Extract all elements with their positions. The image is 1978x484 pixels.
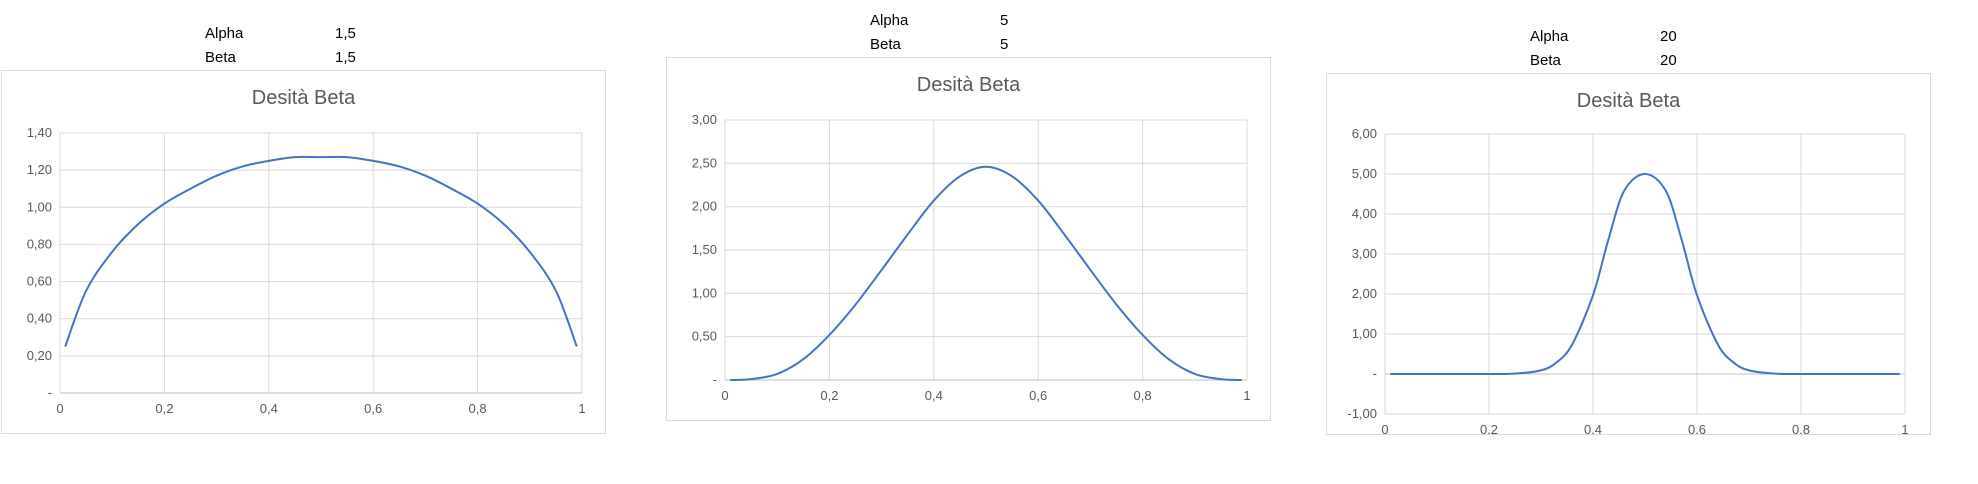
x-tick-label: 0,8 — [1134, 388, 1152, 403]
x-tick-label: 0,6 — [1688, 422, 1706, 434]
chart-3: Desità Beta-1,00-1,002,003,004,005,006,0… — [1347, 90, 1908, 434]
y-tick-label: 1,00 — [27, 199, 52, 214]
y-tick-label: 1,00 — [1352, 326, 1377, 341]
y-tick-label: 3,00 — [692, 112, 717, 127]
y-tick-label: 0,20 — [27, 348, 52, 363]
x-tick-label: 0 — [721, 388, 728, 403]
alpha-row: Alpha 20 — [1530, 25, 1730, 49]
y-tick-label: 0,50 — [692, 329, 717, 344]
y-tick-label: 1,40 — [27, 125, 52, 140]
x-tick-label: 0 — [1381, 422, 1388, 434]
x-tick-label: 0,2 — [820, 388, 838, 403]
beta-label: Beta — [870, 36, 901, 53]
y-tick-label: 0,60 — [27, 274, 52, 289]
alpha-value: 20 — [1660, 28, 1677, 45]
x-tick-label: 1 — [1901, 422, 1908, 434]
x-tick-label: 0,2 — [1480, 422, 1498, 434]
x-tick-label: 0,2 — [155, 401, 173, 416]
beta-value: 1,5 — [335, 49, 356, 66]
x-tick-label: 0,4 — [260, 401, 278, 416]
x-tick-label: 0,4 — [925, 388, 943, 403]
y-tick-label: - — [713, 372, 717, 387]
alpha-label: Alpha — [870, 12, 909, 29]
alpha-value: 1,5 — [335, 25, 356, 42]
params-table-3: Alpha 20 Beta 20 — [1530, 25, 1730, 73]
params-table-1: Alpha 1,5 Beta 1,5 — [205, 22, 405, 70]
chart-2: Desità Beta - 0,50 1,00 1,50 2,00 2,50 3,00 0 0,2… — [692, 74, 1251, 403]
y-tick-label: 2,00 — [1352, 286, 1377, 301]
y-tick-label: - — [48, 385, 52, 400]
chart-title: Desità Beta — [252, 87, 356, 109]
params-table-2: Alpha 5 Beta 5 — [870, 9, 1070, 57]
chart-panel-2: Desità Beta - 0,50 1,00 1,50 2,00 2,50 3,00 0 0,2… — [666, 57, 1271, 421]
beta-label: Beta — [205, 49, 236, 66]
chart-1: Desità Beta-0,200,400,600,801,001,201,40… — [27, 87, 586, 416]
x-tick-label: 1 — [578, 401, 585, 416]
beta-row: Beta 5 — [870, 33, 1070, 57]
y-tick-label: 0,40 — [27, 311, 52, 326]
alpha-value: 5 — [1000, 12, 1009, 29]
alpha-row: Alpha 1,5 — [205, 22, 405, 46]
chart-title: Desità Beta — [1577, 90, 1681, 112]
chart-title: Desità Beta — [917, 74, 1021, 96]
y-tick-label: 4,00 — [1352, 206, 1377, 221]
x-tick-label: 1 — [1243, 388, 1250, 403]
y-tick-label: 0,80 — [27, 236, 52, 251]
chart-panel-1: Desità Beta -0,20 0,40 0,60 0,80 1,00 1,20 1,40… — [1, 70, 606, 434]
x-tick-label: 0,4 — [1584, 422, 1602, 434]
y-tick-label: 2,00 — [692, 199, 717, 214]
alpha-row: Alpha 5 — [870, 9, 1070, 33]
x-tick-label: 0,8 — [469, 401, 487, 416]
alpha-label: Alpha — [1530, 28, 1569, 45]
x-tick-label: 0 — [56, 401, 63, 416]
y-tick-label: -1,00 — [1347, 406, 1377, 421]
y-tick-label: 5,00 — [1352, 166, 1377, 181]
y-tick-label: 1,00 — [692, 285, 717, 300]
beta-value: 20 — [1660, 52, 1677, 69]
density-line — [1390, 172, 1900, 376]
y-tick-label: 3,00 — [1352, 246, 1377, 261]
x-tick-label: 0,6 — [1029, 388, 1047, 403]
x-tick-label: 0,6 — [364, 401, 382, 416]
y-tick-label: 2,50 — [692, 155, 717, 170]
density-line — [64, 155, 578, 347]
beta-row: Beta 1,5 — [205, 46, 405, 70]
y-tick-label: - — [1373, 366, 1377, 381]
y-tick-label: 6,00 — [1352, 126, 1377, 141]
beta-row: Beta 20 — [1530, 49, 1730, 73]
x-tick-label: 0,8 — [1792, 422, 1810, 434]
alpha-label: Alpha — [205, 25, 244, 42]
beta-label: Beta — [1530, 52, 1561, 69]
chart-panel-3: Desità Beta -1,00-1,00 2,00 3,00 4,00 5,00 6,0… — [1326, 73, 1931, 435]
y-tick-label: 1,20 — [27, 162, 52, 177]
density-line — [730, 165, 1242, 381]
y-tick-label: 1,50 — [692, 242, 717, 257]
beta-value: 5 — [1000, 36, 1009, 53]
